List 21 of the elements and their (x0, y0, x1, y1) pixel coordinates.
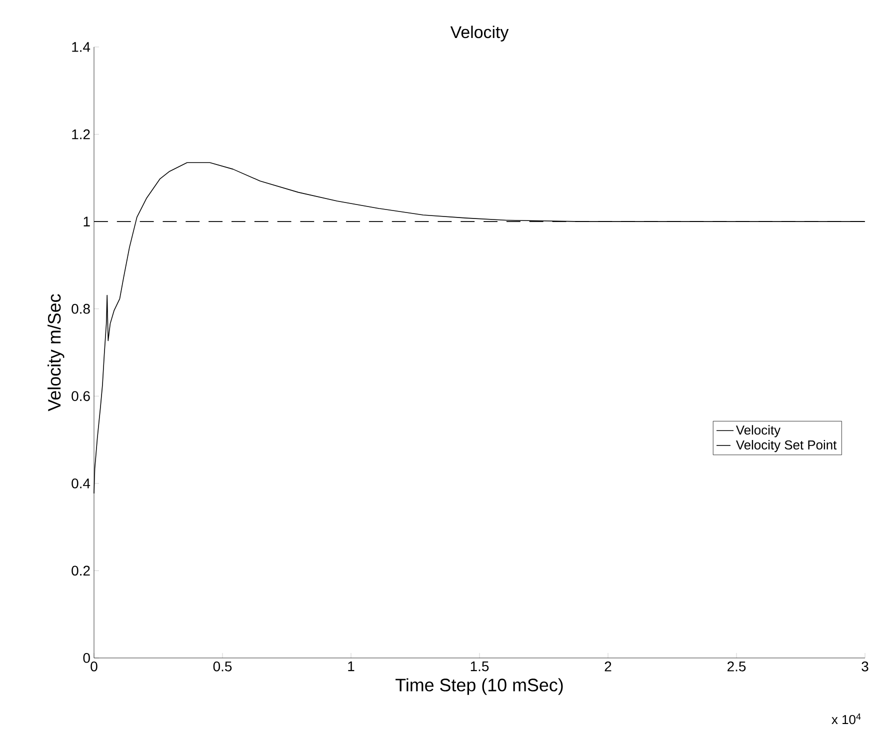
x-axis-title: Time Step (10 mSec) (396, 678, 563, 695)
x-tick-label: 1.5 (470, 662, 489, 672)
y-tick-label: 0.6 (72, 391, 90, 402)
x-tick-label: 2 (604, 661, 612, 672)
x-tick-label: 2.5 (728, 661, 746, 672)
text: x 10$^{4}$ (832, 713, 861, 724)
x-tick-label: 0.5 (213, 661, 232, 672)
x-tick-label: 0 (90, 661, 98, 672)
chart-title: Velocity (450, 26, 509, 42)
y-tick-label: 0.4 (72, 478, 90, 488)
y-tick-label: 1.2 (72, 129, 90, 140)
legend-label: Velocity (736, 425, 781, 438)
y-tick-label: 0 (83, 653, 90, 663)
y-tick-label: 1.4 (72, 42, 90, 52)
x-tick-label: 1 (348, 662, 354, 672)
y-axis-title: Velocity m/Sec (48, 294, 64, 412)
y-tick-label: 0.8 (72, 304, 90, 314)
x-tick-label: 3 (862, 661, 868, 672)
legend-label: Velocity Set Point (736, 440, 837, 452)
y-tick-label: 1 (84, 216, 90, 226)
y-tick-label: 0.2 (72, 566, 90, 576)
